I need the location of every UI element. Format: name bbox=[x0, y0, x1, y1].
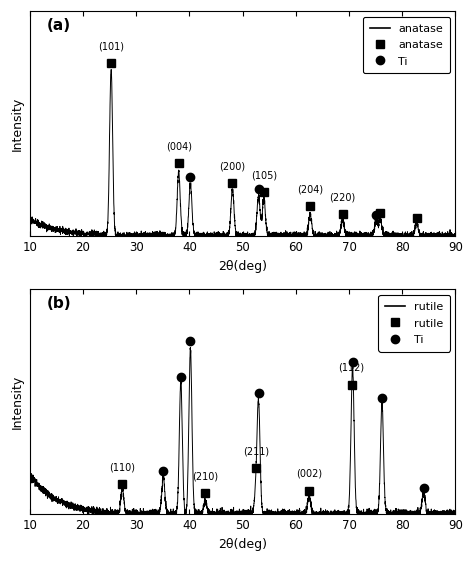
Text: (211): (211) bbox=[243, 446, 269, 456]
Text: (110): (110) bbox=[109, 463, 135, 473]
Legend: rutile, rutile, Ti: rutile, rutile, Ti bbox=[378, 295, 450, 352]
Text: (002): (002) bbox=[296, 469, 322, 479]
Text: (210): (210) bbox=[192, 472, 219, 481]
X-axis label: 2θ(deg): 2θ(deg) bbox=[218, 260, 267, 273]
Y-axis label: Intensity: Intensity bbox=[11, 97, 24, 151]
Text: (004): (004) bbox=[166, 142, 191, 152]
Y-axis label: Intensity: Intensity bbox=[11, 375, 24, 429]
Text: (b): (b) bbox=[47, 296, 71, 311]
Text: (204): (204) bbox=[297, 184, 323, 194]
Text: (101): (101) bbox=[98, 41, 124, 51]
Text: (112): (112) bbox=[338, 363, 365, 373]
Legend: anatase, anatase, Ti: anatase, anatase, Ti bbox=[363, 17, 450, 74]
Text: (105): (105) bbox=[251, 170, 277, 180]
Text: (200): (200) bbox=[219, 162, 246, 172]
Text: (220): (220) bbox=[329, 192, 356, 202]
X-axis label: 2θ(deg): 2θ(deg) bbox=[218, 538, 267, 551]
Text: (a): (a) bbox=[47, 18, 71, 33]
